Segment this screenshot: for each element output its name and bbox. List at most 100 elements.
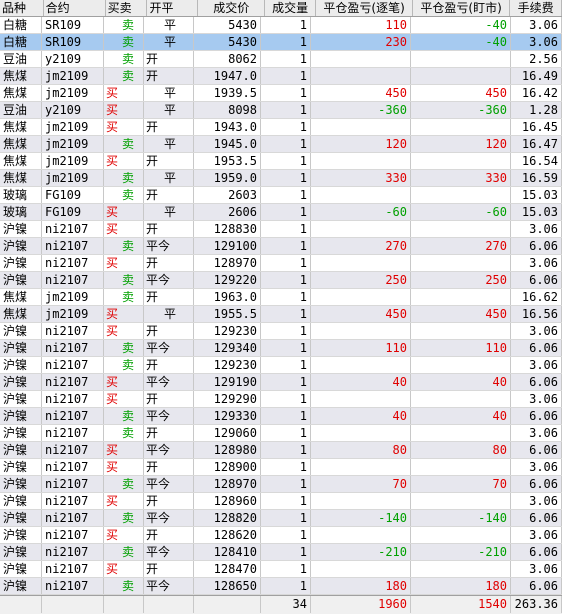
cell-product: 沪镍	[0, 459, 42, 475]
table-row[interactable]: 沪镍 ni2107 买 开 128830 1 3.06	[0, 221, 562, 238]
table-row[interactable]: 沪镍 ni2107 买 开 128900 1 3.06	[0, 459, 562, 476]
table-row[interactable]: 沪镍 ni2107 买 开 128960 1 3.06	[0, 493, 562, 510]
table-row[interactable]: 沪镍 ni2107 买平今 129190 1 40 40 6.06	[0, 374, 562, 391]
cell-pnl-mtm: -40	[411, 34, 511, 50]
table-row[interactable]: 沪镍 ni2107 卖开 129230 1 3.06	[0, 357, 562, 374]
table-row[interactable]: 沪镍 ni2107 卖平今 128820 1 -140 -140 6.06	[0, 510, 562, 527]
table-row[interactable]: 焦煤 jm2109 买 开 1953.5 1 16.54	[0, 153, 562, 170]
cell-direction: 卖	[104, 136, 144, 152]
cell-fee: 6.06	[511, 510, 562, 526]
cell-volume: 1	[261, 357, 311, 373]
table-row[interactable]: 沪镍 ni2107 买 开 128620 1 3.06	[0, 527, 562, 544]
table-row[interactable]: 焦煤 jm2109 买平 1955.5 1 450 450 16.56	[0, 306, 562, 323]
cell-fee: 3.06	[511, 527, 562, 543]
cell-open-close: 开	[144, 425, 194, 441]
table-row[interactable]: 豆油 y2109 卖开 8062 1 2.56	[0, 51, 562, 68]
table-row[interactable]: 焦煤 jm2109 卖开 1963.0 1 16.62	[0, 289, 562, 306]
cell-direction: 卖	[104, 34, 144, 50]
table-row[interactable]: 焦煤 jm2109 卖平 1959.0 1 330 330 16.59	[0, 170, 562, 187]
cell-volume: 1	[261, 153, 311, 169]
column-header-pnl-mtm[interactable]: 平仓盈亏(盯市)	[413, 0, 511, 16]
cell-price: 129060	[194, 425, 261, 441]
table-row[interactable]: 沪镍 ni2107 卖平今 129330 1 40 40 6.06	[0, 408, 562, 425]
table-row[interactable]: 沪镍 ni2107 卖平今 128650 1 180 180 6.06	[0, 578, 562, 595]
table-row[interactable]: 沪镍 ni2107 买 开 129290 1 3.06	[0, 391, 562, 408]
table-row[interactable]: 沪镍 ni2107 买 开 128470 1 3.06	[0, 561, 562, 578]
cell-open-close: 平	[144, 34, 194, 50]
open-close-label: 平	[164, 18, 177, 32]
open-close-label: 开	[146, 52, 159, 66]
cell-pnl-mtm	[411, 221, 511, 237]
cell-product: 沪镍	[0, 238, 42, 254]
cell-contract: SR109	[42, 34, 104, 50]
table-row[interactable]: 白糖 SR109 卖 平 5430 1 230 -40 3.06	[0, 34, 562, 51]
cell-fee: 3.06	[511, 493, 562, 509]
cell-fee: 16.54	[511, 153, 562, 169]
column-header-price[interactable]: 成交价	[198, 0, 266, 16]
table-row[interactable]: 沪镍 ni2107 卖平今 129220 1 250 250 6.06	[0, 272, 562, 289]
total-pnl-trade: 1960	[311, 596, 411, 613]
open-close-label: 开	[146, 426, 159, 440]
cell-volume: 1	[261, 255, 311, 271]
table-header: 品种 合约 买卖 开平 成交价 成交量 平仓盈亏(逐笔) 平仓盈亏(盯市) 手续…	[0, 0, 562, 17]
cell-pnl-mtm	[411, 493, 511, 509]
cell-pnl-mtm: 120	[411, 136, 511, 152]
cell-price: 128650	[194, 578, 261, 594]
table-row[interactable]: 沪镍 ni2107 卖开 129060 1 3.06	[0, 425, 562, 442]
direction-sell: 卖	[122, 341, 135, 355]
table-row[interactable]: 焦煤 jm2109 买 开 1943.0 1 16.45	[0, 119, 562, 136]
cell-pnl-trade	[311, 255, 411, 271]
cell-contract: jm2109	[42, 170, 104, 186]
open-close-label: 开	[146, 256, 159, 270]
cell-pnl-mtm	[411, 187, 511, 203]
column-header-product[interactable]: 品种	[0, 0, 44, 16]
cell-pnl-trade: 40	[311, 374, 411, 390]
column-header-contract[interactable]: 合约	[44, 0, 106, 16]
cell-direction: 卖	[104, 357, 144, 373]
table-row[interactable]: 沪镍 ni2107 卖平今 129340 1 110 110 6.06	[0, 340, 562, 357]
table-row[interactable]: 沪镍 ni2107 卖平今 129100 1 270 270 6.06	[0, 238, 562, 255]
cell-open-close: 开	[144, 68, 194, 84]
column-header-direction[interactable]: 买卖	[106, 0, 148, 16]
cell-fee: 2.56	[511, 51, 562, 67]
table-row[interactable]: 焦煤 jm2109 买平 1939.5 1 450 450 16.42	[0, 85, 562, 102]
table-row[interactable]: 玻璃 FG109 卖开 2603 1 15.03	[0, 187, 562, 204]
cell-open-close: 开	[144, 357, 194, 373]
cell-product: 沪镍	[0, 357, 42, 373]
column-header-volume[interactable]: 成交量	[265, 0, 317, 16]
cell-price: 1943.0	[194, 119, 261, 135]
direction-buy: 买	[106, 443, 119, 457]
cell-fee: 3.06	[511, 221, 562, 237]
column-header-fee[interactable]: 手续费	[510, 0, 562, 16]
table-row[interactable]: 沪镍 ni2107 卖平今 128410 1 -210 -210 6.06	[0, 544, 562, 561]
cell-product: 沪镍	[0, 323, 42, 339]
cell-product: 沪镍	[0, 578, 42, 594]
cell-fee: 16.49	[511, 68, 562, 84]
cell-pnl-mtm: 450	[411, 306, 511, 322]
cell-price: 128820	[194, 510, 261, 526]
table-row[interactable]: 沪镍 ni2107 买 开 128970 1 3.06	[0, 255, 562, 272]
cell-pnl-trade	[311, 119, 411, 135]
table-row[interactable]: 白糖 SR109 卖 平 5430 1 110 -40 3.06	[0, 17, 562, 34]
cell-volume: 1	[261, 136, 311, 152]
cell-pnl-mtm: 180	[411, 578, 511, 594]
table-row[interactable]: 豆油 y2109 买平 8098 1 -360 -360 1.28	[0, 102, 562, 119]
direction-sell: 卖	[122, 409, 135, 423]
cell-fee: 6.06	[511, 544, 562, 560]
table-row[interactable]: 焦煤 jm2109 卖开 1947.0 1 16.49	[0, 68, 562, 85]
cell-price: 128900	[194, 459, 261, 475]
table-row[interactable]: 焦煤 jm2109 卖平 1945.0 1 120 120 16.47	[0, 136, 562, 153]
table-row[interactable]: 玻璃 FG109 买平 2606 1 -60 -60 15.03	[0, 204, 562, 221]
cell-product: 沪镍	[0, 255, 42, 271]
open-close-label: 开	[146, 324, 159, 338]
table-row[interactable]: 沪镍 ni2107 买 开 129230 1 3.06	[0, 323, 562, 340]
table-row[interactable]: 沪镍 ni2107 买平今 128980 1 80 80 6.06	[0, 442, 562, 459]
column-header-open-close[interactable]: 开平	[147, 0, 199, 16]
column-header-pnl-trade[interactable]: 平仓盈亏(逐笔)	[316, 0, 414, 16]
open-close-label: 平今	[146, 273, 171, 287]
table-row[interactable]: 沪镍 ni2107 卖平今 128970 1 70 70 6.06	[0, 476, 562, 493]
cell-pnl-mtm: 250	[411, 272, 511, 288]
cell-volume: 1	[261, 561, 311, 577]
cell-contract: ni2107	[42, 527, 104, 543]
